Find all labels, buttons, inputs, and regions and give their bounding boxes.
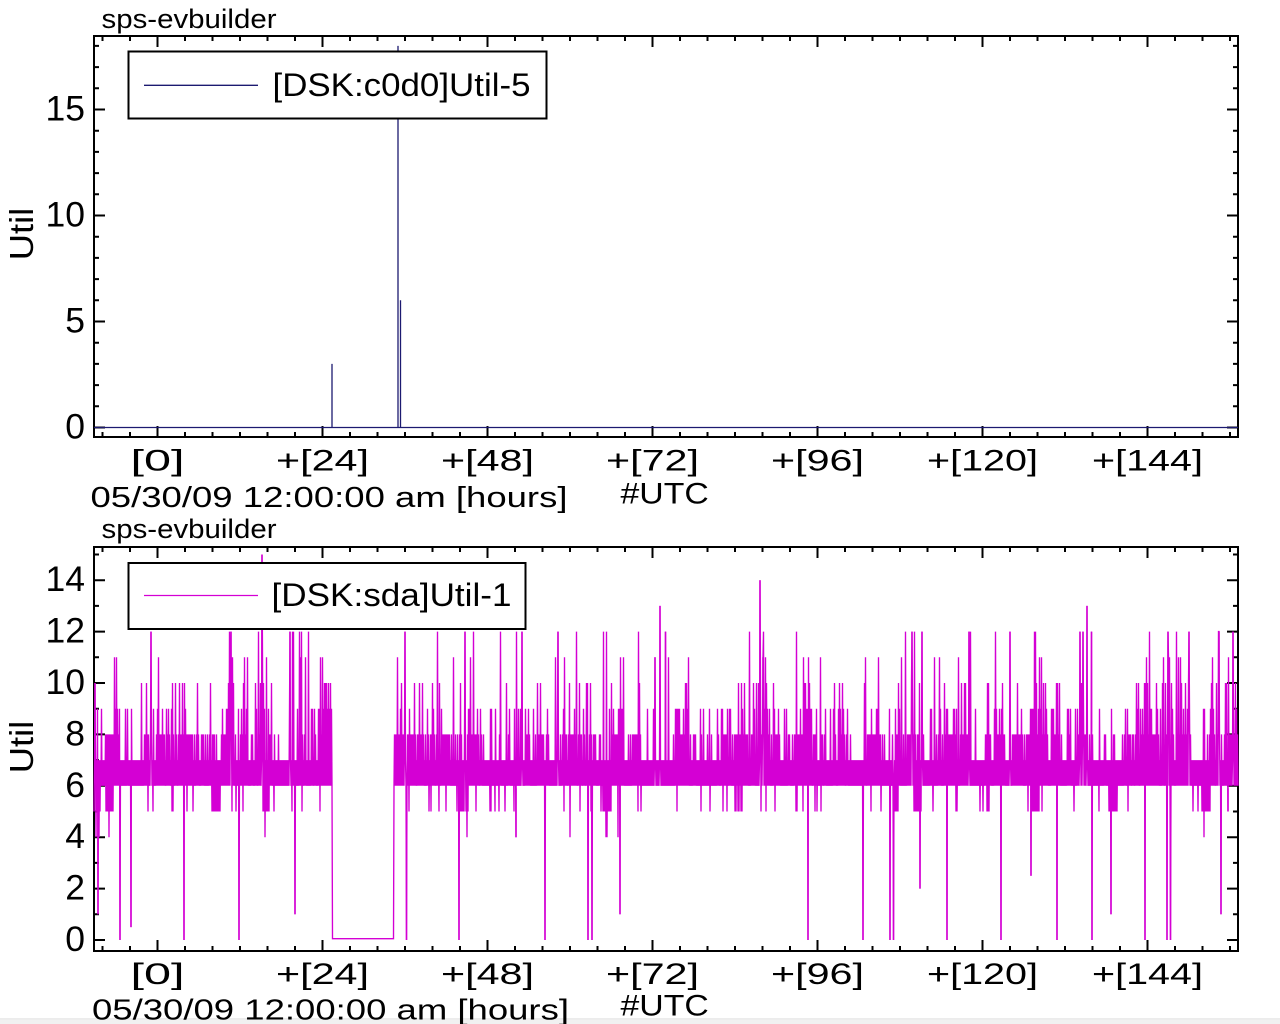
svg-text:#UTC: #UTC bbox=[621, 989, 709, 1022]
svg-text:Util: Util bbox=[3, 721, 40, 774]
svg-text:10: 10 bbox=[46, 662, 86, 702]
svg-text:+[24]: +[24] bbox=[276, 445, 369, 477]
svg-text:+[144]: +[144] bbox=[1092, 959, 1203, 991]
svg-text:+[72]: +[72] bbox=[606, 959, 699, 991]
svg-text:0: 0 bbox=[65, 919, 85, 959]
svg-text:6: 6 bbox=[65, 765, 85, 805]
svg-text:+[48]: +[48] bbox=[441, 445, 534, 477]
svg-text:+[72]: +[72] bbox=[606, 445, 699, 477]
svg-text:+[96]: +[96] bbox=[771, 445, 864, 477]
svg-text:15: 15 bbox=[46, 89, 86, 129]
svg-text:[0]: [0] bbox=[131, 959, 185, 991]
svg-text:5: 5 bbox=[65, 301, 85, 341]
svg-text:10: 10 bbox=[46, 195, 86, 235]
svg-text:[0]: [0] bbox=[131, 445, 185, 477]
svg-text:4: 4 bbox=[65, 816, 85, 856]
svg-text:+[48]: +[48] bbox=[441, 959, 534, 991]
svg-text:+[120]: +[120] bbox=[927, 959, 1038, 991]
svg-text:sps-evbuilder: sps-evbuilder bbox=[102, 4, 277, 34]
svg-text:Util: Util bbox=[3, 208, 40, 261]
svg-text:2: 2 bbox=[65, 868, 85, 908]
svg-text:05/30/09 12:00:00 am [hours]: 05/30/09 12:00:00 am [hours] bbox=[91, 482, 568, 514]
svg-text:0: 0 bbox=[65, 407, 85, 447]
svg-text:+[96]: +[96] bbox=[771, 959, 864, 991]
svg-text:+[120]: +[120] bbox=[927, 445, 1038, 477]
svg-text:[DSK:c0d0]Util-5: [DSK:c0d0]Util-5 bbox=[273, 67, 531, 103]
svg-text:8: 8 bbox=[65, 713, 85, 753]
svg-text:+[24]: +[24] bbox=[276, 959, 369, 991]
svg-text:12: 12 bbox=[46, 611, 86, 651]
svg-text:#UTC: #UTC bbox=[621, 477, 709, 510]
svg-text:+[144]: +[144] bbox=[1092, 445, 1203, 477]
svg-text:sps-evbuilder: sps-evbuilder bbox=[102, 514, 277, 544]
svg-text:05/30/09 12:00:00 am [hours]: 05/30/09 12:00:00 am [hours] bbox=[92, 995, 569, 1024]
svg-text:14: 14 bbox=[46, 559, 86, 599]
svg-text:[DSK:sda]Util-1: [DSK:sda]Util-1 bbox=[272, 577, 512, 613]
